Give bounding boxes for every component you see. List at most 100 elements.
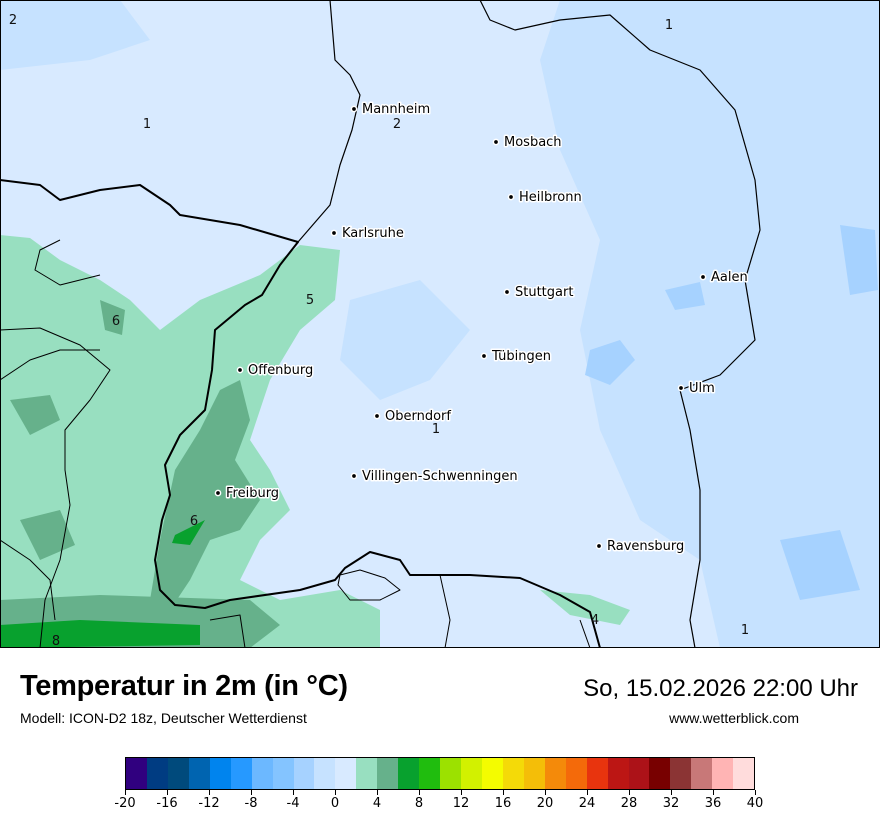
city-label: Villingen-Schwenningen — [362, 469, 518, 484]
colorbar-tick — [125, 790, 126, 795]
city-dot-icon — [214, 489, 222, 497]
city-label: Aalen — [711, 270, 748, 285]
city-label: Mannheim — [362, 102, 430, 117]
city-label: Freiburg — [226, 486, 279, 501]
colorbar-tick — [587, 790, 588, 795]
country-border-misc — [0, 239, 591, 648]
colorbar-bin — [502, 758, 524, 789]
city-dot-icon — [350, 105, 358, 113]
city-freiburg: Freiburg — [214, 485, 281, 503]
colorbar-bin — [356, 758, 378, 789]
city-tübingen: Tübingen — [480, 348, 553, 366]
colorbar-bin — [398, 758, 420, 789]
contour-label: 1 — [741, 623, 749, 638]
city-dot-icon — [503, 288, 511, 296]
city-label: Tübingen — [491, 349, 551, 364]
colorbar-bin — [607, 758, 629, 789]
colorbar-tick — [713, 790, 714, 795]
colorbar-tick-label: 32 — [662, 796, 680, 811]
colorbar-tick — [671, 790, 672, 795]
city-label: Heilbronn — [519, 190, 582, 205]
colorbar-tick-label: -12 — [198, 796, 220, 811]
colorbar-tick-label: 20 — [536, 796, 554, 811]
colorbar-tick-label: -20 — [114, 796, 136, 811]
temp-field-2-4-bodensee — [540, 590, 630, 625]
city-dot-icon — [507, 193, 515, 201]
colorbar-tick — [377, 790, 378, 795]
colorbar-tick-label: -16 — [156, 796, 178, 811]
colorbar-tick-label: 12 — [452, 796, 470, 811]
colorbar-bin — [649, 758, 671, 789]
city-label: Stuttgart — [515, 285, 573, 300]
temp-field-minus2-0-east — [540, 0, 880, 648]
colorbar-tick — [503, 790, 504, 795]
city-label: Karlsruhe — [342, 226, 404, 241]
city-dot-icon — [330, 229, 338, 237]
contour-label: 8 — [52, 634, 60, 648]
temp-field-4-6 — [150, 380, 260, 610]
city-oberndorf: Oberndorf — [373, 408, 453, 426]
colorbar-bin — [419, 758, 441, 789]
city-offenburg: Offenburg — [236, 362, 315, 380]
temp-field-minus2-0-north — [0, 0, 150, 70]
colorbar-bin — [440, 758, 461, 789]
colorbar-bin — [586, 758, 608, 789]
temp-field-4-6-west — [0, 300, 280, 648]
colorbar-bin — [461, 758, 482, 789]
colorbar-tick — [251, 790, 252, 795]
colorbar-tick-label: 16 — [494, 796, 512, 811]
forecast-datetime: So, 15.02.2026 22:00 Uhr — [583, 675, 858, 702]
city-mosbach: Mosbach — [492, 134, 563, 152]
city-label: Offenburg — [248, 363, 313, 378]
city-heilbronn: Heilbronn — [507, 189, 583, 207]
colorbar-tick — [293, 790, 294, 795]
website-link[interactable]: www.wetterblick.com — [669, 710, 799, 726]
country-border-france — [0, 327, 111, 648]
city-label: Ravensburg — [607, 539, 684, 554]
colorbar-bin — [167, 758, 189, 789]
contour-label: 2 — [9, 13, 17, 28]
colorbar-tick — [209, 790, 210, 795]
temp-field-6-8 — [0, 520, 205, 648]
colorbar-bin — [335, 758, 357, 789]
colorbar-bin — [565, 758, 587, 789]
map-title: Temperatur in 2m (in °C) — [20, 670, 348, 702]
colorbar-bin — [188, 758, 210, 789]
temp-field-minus4-minus2-ulm — [585, 340, 635, 385]
city-dot-icon — [480, 352, 488, 360]
city-label: Ulm — [689, 381, 715, 396]
state-border-west — [0, 179, 601, 648]
temp-field-minus4-minus2-se — [780, 530, 860, 600]
colorbar-tick-label: -4 — [286, 796, 300, 811]
colorbar-tick-label: 40 — [746, 796, 764, 811]
contour-label: 1 — [432, 422, 440, 437]
city-karlsruhe: Karlsruhe — [330, 225, 405, 243]
contour-label: 6 — [190, 514, 198, 529]
city-label: Oberndorf — [385, 409, 451, 424]
colorbar-bin — [377, 758, 399, 789]
colorbar-bin — [251, 758, 273, 789]
city-dot-icon — [350, 472, 358, 480]
colorbar-bin — [628, 758, 650, 789]
city-dot-icon — [595, 542, 603, 550]
colorbar-tick — [335, 790, 336, 795]
colorbar-tick — [419, 790, 420, 795]
colorbar-bin — [146, 758, 168, 789]
contour-label: 4 — [591, 613, 599, 628]
colorbar-bin — [544, 758, 566, 789]
city-ulm: Ulm — [677, 380, 716, 398]
bodensee-outline — [337, 569, 401, 601]
state-border-east — [479, 0, 761, 648]
colorbar — [125, 757, 755, 790]
contour-label: 1 — [143, 117, 151, 132]
contour-label: 1 — [665, 18, 673, 33]
colorbar-bin — [314, 758, 336, 789]
colorbar-bin — [481, 758, 503, 789]
colorbar-tick — [545, 790, 546, 795]
colorbar-bin — [293, 758, 315, 789]
city-stuttgart: Stuttgart — [503, 284, 575, 302]
city-dot-icon — [236, 366, 244, 374]
colorbar-ticks: -20 -16 -12 -8 -4 0 4 8 12 16 20 24 28 32 36 40 — [114, 790, 763, 820]
state-border-north — [297, 0, 361, 243]
